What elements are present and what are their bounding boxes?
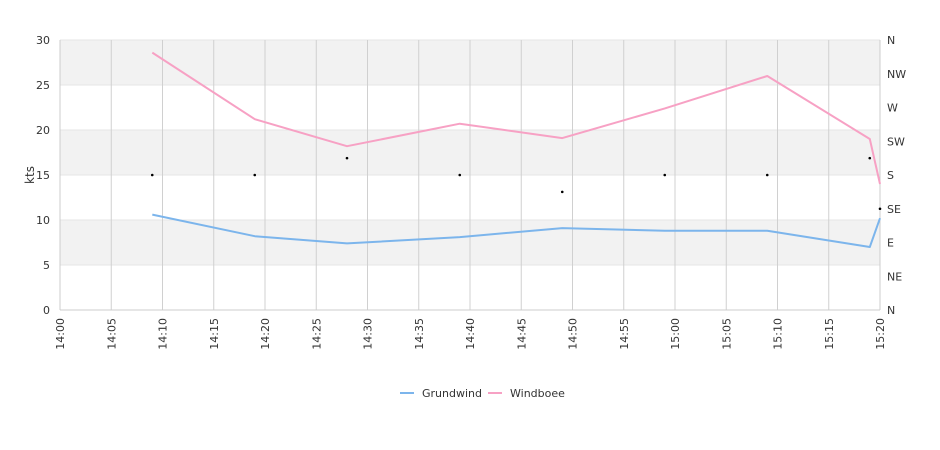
y-tick-label: 15 — [36, 169, 50, 182]
right-axis-label: NE — [887, 270, 902, 283]
legend-label-grundwind: Grundwind — [422, 387, 482, 400]
direction-marker — [150, 173, 154, 177]
right-axis-label: NW — [887, 68, 906, 81]
y-tick-label: 5 — [43, 259, 50, 272]
x-tick-label: 15:10 — [772, 318, 785, 350]
x-tick-label: 14:30 — [362, 318, 375, 350]
x-tick-label: 15:00 — [669, 318, 682, 350]
y-tick-label: 30 — [36, 34, 50, 47]
legend-label-windboee: Windboee — [510, 387, 565, 400]
y-tick-label: 0 — [43, 304, 50, 317]
x-tick-label: 14:05 — [105, 318, 118, 350]
x-tick-label: 15:20 — [874, 318, 887, 350]
y-tick-label: 25 — [36, 79, 50, 92]
x-tick-label: 15:15 — [823, 318, 836, 350]
right-axis-label: W — [887, 102, 898, 115]
direction-marker — [345, 156, 349, 160]
right-axis-label: SW — [887, 135, 905, 148]
x-tick-label: 14:10 — [157, 318, 170, 350]
right-axis-label: S — [887, 169, 894, 182]
right-axis-label: N — [887, 34, 895, 47]
x-tick-label: 14:35 — [413, 318, 426, 350]
right-axis-label: SE — [887, 203, 901, 216]
direction-marker — [560, 190, 564, 194]
direction-marker — [663, 173, 667, 177]
x-tick-label: 15:05 — [720, 318, 733, 350]
y-tick-label: 10 — [36, 214, 50, 227]
direction-marker — [765, 173, 769, 177]
direction-marker — [878, 207, 882, 211]
y-tick-label: 20 — [36, 124, 50, 137]
series-line-windboee — [151, 51, 881, 185]
x-tick-label: 14:25 — [310, 318, 323, 350]
x-tick-label: 14:50 — [567, 318, 580, 350]
right-axis-label: N — [887, 304, 895, 317]
x-tick-label: 14:15 — [208, 318, 221, 350]
x-tick-label: 14:45 — [515, 318, 528, 350]
right-axis-label: E — [887, 237, 894, 250]
y-axis-title: kts — [23, 166, 37, 184]
direction-marker — [868, 156, 872, 160]
x-tick-label: 14:40 — [464, 318, 477, 350]
series-line-grundwind — [152, 213, 881, 248]
x-tick-label: 14:00 — [54, 318, 67, 350]
direction-marker — [253, 173, 257, 177]
direction-marker — [458, 173, 462, 177]
x-tick-label: 14:20 — [259, 318, 272, 350]
x-tick-label: 14:55 — [618, 318, 631, 350]
